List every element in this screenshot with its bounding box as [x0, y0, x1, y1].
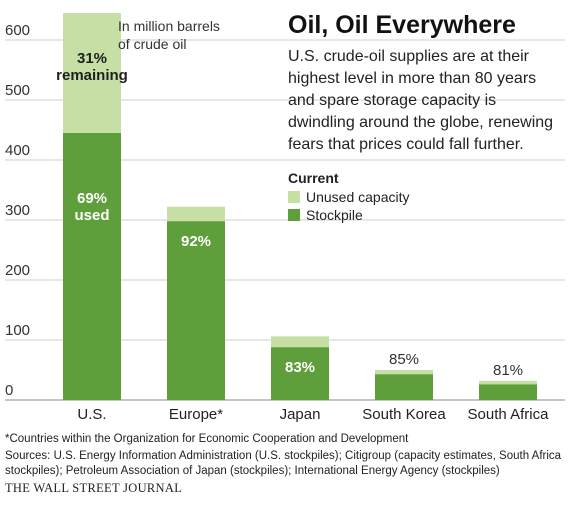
chart-subtitle: U.S. crude-oil supplies are at their hig…: [288, 48, 554, 153]
bar-unused-capacity: [271, 336, 329, 348]
bar-used-label: 69%: [77, 190, 107, 207]
bar-unused-capacity: [63, 13, 121, 133]
footer: *Countries within the Organization for E…: [5, 432, 565, 496]
legend-title: Current: [288, 170, 339, 186]
bar-unused-capacity: [167, 206, 225, 222]
bar-stockpile: [375, 374, 433, 400]
legend-label-unused: Unused capacity: [306, 189, 410, 205]
y-tick-label: 600: [5, 22, 30, 39]
x-tick-label: South Korea: [362, 406, 446, 423]
sources-note: Sources: U.S. Energy Information Adminis…: [5, 450, 562, 477]
publisher-brand: THE WALL STREET JOURNAL: [5, 481, 183, 495]
x-tick-label: U.S.: [77, 406, 106, 423]
footnote: *Countries within the Organization for E…: [5, 433, 409, 445]
legend-swatch-unused: [288, 191, 300, 203]
legend-swatch-stockpile: [288, 209, 300, 221]
y-tick-label: 100: [5, 322, 30, 339]
y-tick-labels: 0 100 200 300 400 500 600: [5, 22, 30, 399]
bar-stockpile: [167, 221, 225, 400]
y-tick-label: 500: [5, 82, 30, 99]
legend-item-unused: Unused capacity: [288, 188, 558, 206]
bar-unused-label: 31%: [77, 50, 107, 67]
bar-used-label: used: [74, 207, 109, 224]
chart-title: Oil, Oil Everywhere: [288, 11, 516, 39]
x-tick-label: South Africa: [468, 406, 550, 423]
bar-unused-label: remaining: [56, 67, 128, 84]
x-tick-label: Japan: [280, 406, 321, 423]
y-tick-label: 400: [5, 142, 30, 159]
bar-chart: 0 100 200 300 400 500 600 U.S. Europe* Japan Sout…: [5, 13, 565, 423]
x-tick-labels: U.S. Europe* Japan South Korea South Africa: [77, 406, 549, 423]
bar-stockpile: [63, 133, 121, 400]
bars: [63, 13, 537, 400]
bar-unused-capacity: [375, 370, 433, 375]
legend-label-stockpile: Stockpile: [306, 207, 363, 223]
bar-stockpile: [479, 384, 537, 400]
bar-used-label: 83%: [285, 359, 315, 376]
y-tick-label: 300: [5, 202, 30, 219]
unit-note: In million barrels of crude oil: [118, 18, 220, 52]
bar-unused-capacity: [479, 380, 537, 385]
bar-used-label: 85%: [389, 351, 419, 368]
bar-used-label: 92%: [181, 233, 211, 250]
legend-item-stockpile: Stockpile: [288, 206, 558, 224]
y-tick-label: 0: [5, 382, 13, 399]
y-tick-label: 200: [5, 262, 30, 279]
bar-used-label: 81%: [493, 362, 523, 379]
bar-labels: 69%used 31%remaining 92% 83% 85% 81%: [56, 50, 523, 379]
x-tick-label: Europe*: [169, 406, 223, 423]
bar-stockpile: [271, 347, 329, 400]
info-panel: Oil, Oil Everywhere U.S. crude-oil suppl…: [288, 10, 558, 224]
legend: Current Unused capacity Stockpile: [288, 170, 558, 224]
